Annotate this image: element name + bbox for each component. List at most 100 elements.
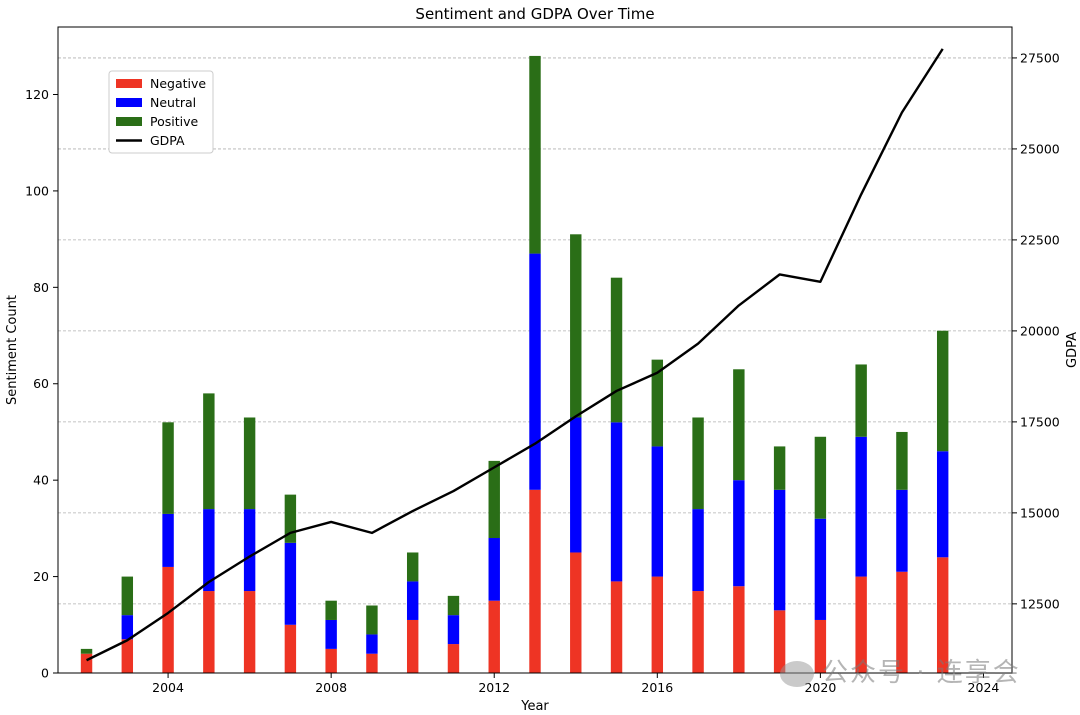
bar-negative bbox=[284, 624, 297, 673]
bar-positive bbox=[610, 277, 623, 423]
legend-label: Positive bbox=[150, 114, 198, 129]
bar-positive bbox=[896, 431, 908, 490]
y2-tick-label: 25000 bbox=[1020, 141, 1060, 156]
bar-neutral bbox=[936, 451, 949, 558]
bar-negative bbox=[814, 619, 827, 673]
bar-positive bbox=[529, 55, 541, 254]
y-tick-label: 40 bbox=[33, 473, 49, 488]
legend-swatch-positive bbox=[116, 117, 142, 126]
bar-positive bbox=[773, 446, 786, 490]
chart-title: Sentiment and GDPA Over Time bbox=[415, 5, 654, 23]
bar-negative bbox=[447, 644, 460, 673]
bars bbox=[80, 55, 949, 673]
y2-tick-label: 20000 bbox=[1020, 323, 1060, 338]
bar-neutral bbox=[896, 489, 908, 572]
bar-positive bbox=[651, 359, 664, 447]
bar-negative bbox=[80, 653, 93, 673]
watermark-text: 公众号 · 连享会 bbox=[822, 658, 1021, 688]
bar-positive bbox=[447, 595, 460, 616]
bar-neutral bbox=[814, 518, 827, 620]
bar-positive bbox=[406, 552, 419, 582]
bar-negative bbox=[936, 557, 949, 673]
x-tick-label: 2024 bbox=[968, 680, 1000, 695]
y2-axis-label: GDPA bbox=[1065, 332, 1080, 368]
bar-negative bbox=[406, 619, 419, 673]
legend: Negative Neutral Positive GDPA bbox=[108, 70, 214, 154]
bar-negative bbox=[203, 591, 215, 673]
bar-neutral bbox=[773, 489, 786, 611]
y2-tick-label: 15000 bbox=[1020, 505, 1060, 520]
watermark: 公众号 · 连享会 bbox=[780, 652, 1021, 689]
y-tick-label: 120 bbox=[25, 87, 49, 102]
bar-negative bbox=[610, 581, 623, 673]
bar-positive bbox=[366, 605, 378, 635]
plot-frame bbox=[57, 26, 1013, 674]
x-tick-label: 2016 bbox=[641, 680, 673, 695]
bar-negative bbox=[366, 653, 378, 673]
bar-negative bbox=[162, 566, 174, 673]
legend-swatch-negative bbox=[116, 79, 142, 88]
bar-positive bbox=[570, 234, 582, 418]
y-axis-label: Sentiment Count bbox=[5, 295, 20, 405]
x-tick-label: 2020 bbox=[804, 680, 836, 695]
axes: 0 20 40 60 80 100 120 12500 15000 17500 20000 22500… bbox=[25, 50, 1060, 695]
x-tick-label: 2012 bbox=[478, 680, 510, 695]
bar-negative bbox=[325, 648, 337, 673]
bar-neutral bbox=[610, 422, 623, 582]
bar-negative bbox=[570, 552, 582, 673]
bar-neutral bbox=[447, 615, 460, 645]
y-tick-label: 100 bbox=[25, 183, 49, 198]
gdpa-line-layer bbox=[86, 48, 944, 662]
bar-positive bbox=[855, 364, 867, 437]
bar-positive bbox=[284, 494, 297, 543]
bar-neutral bbox=[121, 615, 134, 640]
bar-neutral bbox=[651, 446, 664, 577]
bar-positive bbox=[243, 417, 256, 510]
bar-negative bbox=[243, 591, 256, 673]
x-axis-label: Year bbox=[520, 699, 549, 714]
legend-label: GDPA bbox=[150, 133, 185, 148]
bar-positive bbox=[80, 648, 93, 654]
bar-neutral bbox=[284, 542, 297, 625]
bar-positive bbox=[121, 576, 134, 616]
y2-tick-label: 17500 bbox=[1020, 414, 1060, 429]
y-tick-label: 80 bbox=[33, 280, 49, 295]
bar-neutral bbox=[529, 253, 541, 490]
legend-box bbox=[108, 70, 214, 154]
wechat-icon bbox=[780, 660, 814, 687]
bar-negative bbox=[773, 610, 786, 673]
legend-swatch-neutral bbox=[116, 98, 142, 107]
bar-positive bbox=[325, 600, 337, 620]
y-tick-label: 20 bbox=[33, 569, 49, 584]
bar-negative bbox=[733, 586, 745, 673]
legend-label: Neutral bbox=[150, 95, 196, 110]
bar-neutral bbox=[406, 581, 419, 620]
y-tick-label: 60 bbox=[33, 376, 49, 391]
x-tick-label: 2004 bbox=[152, 680, 184, 695]
y2-tick-label: 22500 bbox=[1020, 232, 1060, 247]
bar-negative bbox=[488, 600, 500, 673]
bar-neutral bbox=[733, 480, 745, 587]
bar-neutral bbox=[325, 619, 337, 649]
bar-negative bbox=[896, 571, 908, 673]
bar-negative bbox=[651, 576, 664, 673]
y-tick-label: 0 bbox=[41, 666, 49, 681]
bar-neutral bbox=[162, 513, 174, 567]
bar-positive bbox=[203, 393, 215, 510]
y2-tick-label: 27500 bbox=[1020, 50, 1060, 65]
bar-positive bbox=[692, 417, 704, 510]
bar-neutral bbox=[203, 509, 215, 592]
bar-positive bbox=[936, 330, 949, 452]
bar-negative bbox=[529, 489, 541, 673]
legend-label: Negative bbox=[150, 76, 206, 91]
bar-neutral bbox=[243, 509, 256, 592]
y2-tick-label: 12500 bbox=[1020, 596, 1060, 611]
bar-neutral bbox=[692, 509, 704, 592]
bar-negative bbox=[121, 639, 134, 673]
bar-neutral bbox=[855, 436, 867, 577]
x-tick-label: 2008 bbox=[315, 680, 347, 695]
bar-negative bbox=[692, 591, 704, 673]
bar-positive bbox=[488, 460, 500, 539]
bar-positive bbox=[814, 436, 827, 519]
